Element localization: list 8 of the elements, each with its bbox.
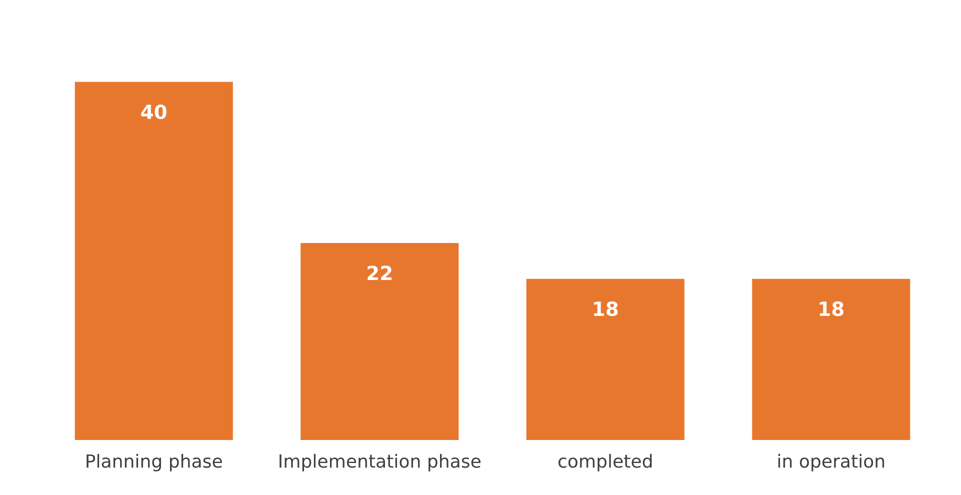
x-tick-label: in operation [778, 454, 884, 472]
x-tick-label: Implementation phase [280, 454, 480, 472]
data-label: 18 [594, 301, 618, 316]
data-label: 18 [820, 301, 844, 316]
x-tick-label: Planning phase [86, 454, 222, 472]
x-tick-label: completed [558, 454, 652, 472]
data-label: 22 [368, 266, 392, 280]
data-label: 40 [141, 104, 166, 120]
